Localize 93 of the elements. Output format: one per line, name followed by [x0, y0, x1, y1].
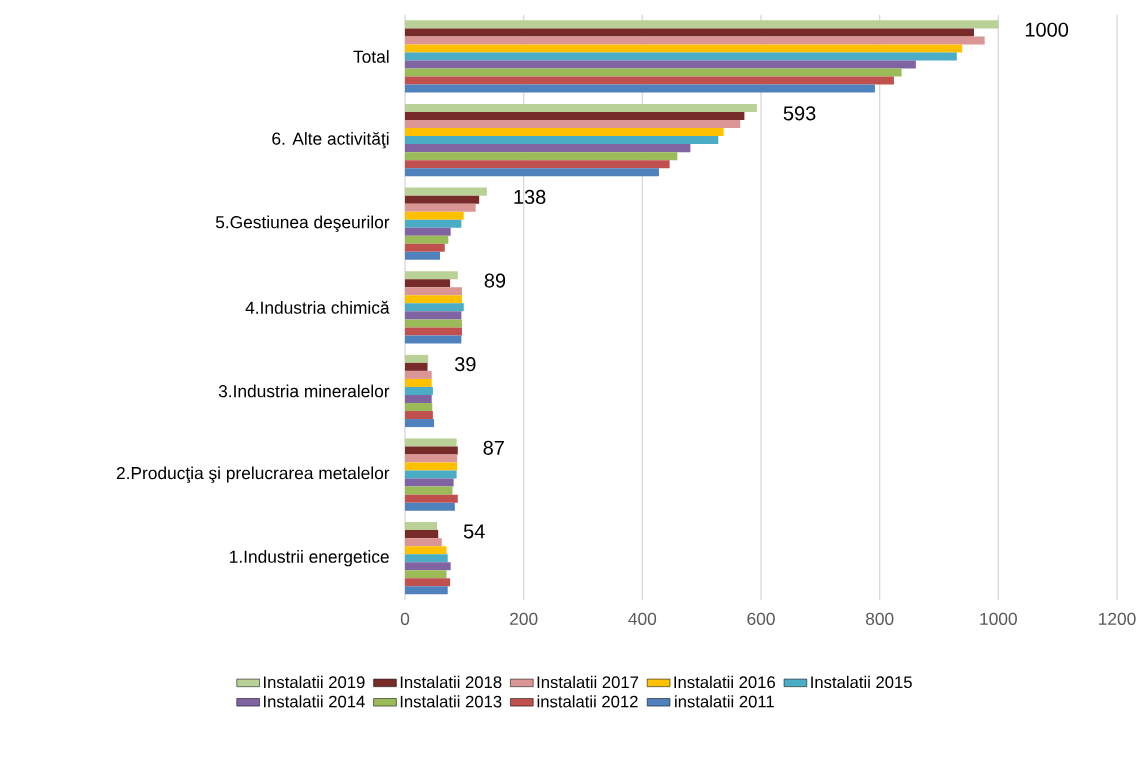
- bar: [405, 203, 476, 212]
- bar: [405, 211, 464, 220]
- bar: [405, 570, 447, 579]
- bar: [405, 271, 458, 280]
- bar: [405, 279, 451, 288]
- bar: [405, 20, 999, 29]
- bar: [405, 152, 678, 161]
- bar: [405, 84, 875, 93]
- bar: [405, 36, 985, 45]
- bar: [405, 538, 442, 547]
- bar: [405, 502, 455, 511]
- bar: [405, 68, 902, 77]
- bar: [405, 446, 458, 455]
- legend-label: Instalatii 2017: [537, 675, 639, 689]
- legend-label: instalatii 2012: [537, 695, 638, 708]
- bar: [405, 44, 963, 53]
- bar: [405, 454, 458, 463]
- bar: [405, 160, 670, 169]
- bar: [405, 546, 447, 555]
- bar: [405, 76, 894, 85]
- x-tick-label: 0: [400, 612, 410, 625]
- bar: [405, 327, 462, 336]
- bar: [405, 530, 439, 539]
- legend-label: Instalatii 2016: [674, 675, 775, 689]
- data-label: 54: [463, 524, 485, 539]
- x-tick-label: 1000: [980, 612, 1017, 625]
- bar: [405, 335, 462, 344]
- bar: [405, 470, 457, 479]
- y-tick-label: 2.Producţia şi prelucrarea metalelor: [116, 466, 390, 483]
- bar: [405, 60, 916, 69]
- bar: [405, 28, 975, 37]
- y-tick-label: Total: [353, 50, 389, 63]
- legend-label: Instalatii 2013: [400, 695, 502, 708]
- bar: [405, 419, 435, 428]
- bar: [405, 128, 724, 137]
- bar: [405, 378, 432, 387]
- bar: [405, 136, 719, 145]
- bar: [405, 243, 445, 252]
- bar: [405, 287, 462, 296]
- bar: [405, 438, 457, 447]
- bar: [405, 403, 433, 412]
- y-tick-label: 1.Industrii energetice: [230, 550, 389, 567]
- x-tick-label: 400: [628, 612, 657, 625]
- legend-label: Instalatii 2014: [264, 695, 365, 708]
- bar: [405, 227, 451, 236]
- data-label: 87: [483, 440, 504, 455]
- data-label: 39: [454, 357, 476, 372]
- y-tick-label: 6. Alte activităţi: [272, 131, 389, 149]
- bar: [405, 251, 441, 260]
- y-tick-label: 4.Industria chimică: [245, 300, 390, 314]
- legend-label: Instalatii 2019: [264, 675, 365, 689]
- data-label: 1000: [1025, 22, 1069, 37]
- x-tick-label: 600: [747, 612, 775, 625]
- data-label: 593: [783, 106, 816, 121]
- bar: [405, 562, 451, 571]
- bar: [405, 144, 691, 153]
- bar: [405, 112, 745, 121]
- bar: [405, 295, 462, 304]
- legend-label: Instalatii 2018: [400, 675, 502, 689]
- bar: [405, 303, 464, 312]
- data-label: 89: [484, 273, 506, 288]
- bar: [405, 494, 458, 503]
- bar: [405, 195, 480, 204]
- bar: [405, 219, 462, 228]
- bar: [405, 486, 453, 495]
- data-label: 138: [514, 189, 546, 205]
- bar: [405, 478, 454, 487]
- legend-label: instalatii 2011: [675, 695, 774, 708]
- bar: [405, 370, 432, 379]
- x-tick-label: 200: [510, 612, 538, 625]
- x-tick-label: 800: [865, 612, 894, 625]
- bar: [405, 586, 448, 595]
- bar: [405, 120, 741, 129]
- bar: [405, 394, 432, 403]
- x-tick-label: 1200: [1099, 612, 1136, 625]
- y-tick-label: 5.Gestiunea deşeurilor: [215, 215, 390, 232]
- bar: [405, 522, 438, 531]
- bar: [405, 187, 487, 196]
- bar: [405, 362, 428, 371]
- bar: [405, 103, 757, 113]
- bar: [405, 319, 462, 328]
- bar: [405, 52, 957, 61]
- bar: [405, 554, 448, 563]
- bar: [405, 235, 449, 244]
- bar: [405, 354, 429, 363]
- legend-label: Instalatii 2015: [811, 675, 912, 689]
- bar: [405, 462, 458, 471]
- bar: [405, 578, 451, 587]
- bar: [405, 386, 433, 395]
- bar: [405, 168, 659, 177]
- bar: [405, 411, 433, 420]
- y-tick-label: 3.Industria mineralelor: [218, 384, 390, 398]
- bar: [405, 311, 462, 320]
